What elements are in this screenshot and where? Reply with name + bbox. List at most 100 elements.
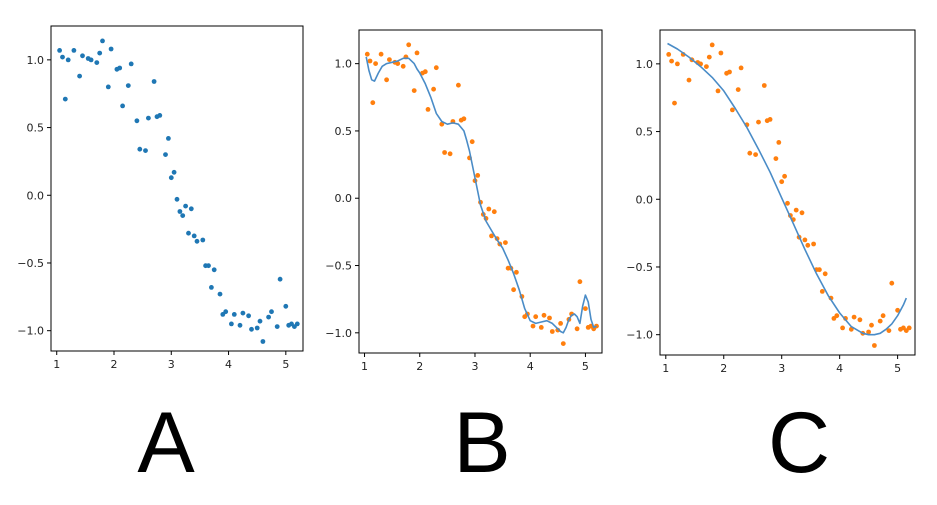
data-point	[246, 313, 252, 319]
data-point	[406, 42, 412, 48]
data-point	[461, 116, 467, 122]
data-point	[174, 196, 180, 202]
data-point	[120, 103, 125, 109]
data-point	[57, 48, 62, 53]
data-point	[456, 82, 461, 88]
x-tick-label: 3	[471, 360, 478, 373]
data-point	[257, 318, 263, 324]
data-point	[274, 324, 280, 329]
data-point	[560, 341, 566, 346]
data-point	[489, 233, 494, 239]
data-point	[60, 54, 65, 60]
data-point	[364, 51, 370, 57]
data-point	[753, 152, 758, 158]
data-point	[62, 96, 68, 102]
y-tick-label: 0.5	[27, 122, 45, 135]
data-point	[105, 84, 111, 90]
data-point	[547, 315, 552, 321]
data-point	[370, 100, 376, 106]
data-point	[373, 61, 378, 66]
y-tick-label: 0.0	[636, 193, 654, 206]
fit-line	[667, 42, 908, 336]
data-point	[491, 209, 497, 215]
data-point	[294, 321, 300, 327]
data-point	[895, 307, 900, 313]
data-point	[177, 209, 183, 214]
x-tick-label: 2	[720, 362, 727, 375]
data-point	[80, 53, 85, 59]
data-point	[88, 57, 94, 63]
data-point	[533, 314, 539, 320]
data-point	[188, 206, 194, 212]
data-point	[97, 50, 103, 56]
data-point	[727, 69, 732, 75]
data-point	[143, 148, 148, 154]
data-point	[163, 152, 168, 158]
data-point	[400, 63, 406, 69]
data-point	[761, 83, 767, 88]
data-point	[802, 237, 808, 243]
data-point	[782, 173, 787, 179]
data-point	[857, 317, 863, 323]
data-point	[666, 52, 672, 57]
data-point	[217, 291, 223, 297]
data-point	[747, 150, 753, 156]
y-tick-label: 0.5	[636, 126, 654, 139]
panel-label-a: A	[137, 395, 195, 491]
data-point	[125, 83, 131, 88]
data-point	[211, 267, 217, 273]
data-point	[191, 233, 197, 239]
data-point	[229, 321, 234, 327]
y-tick-label: 0.0	[27, 189, 45, 202]
data-point	[834, 313, 840, 319]
y-tick-label: 1.0	[27, 54, 45, 67]
data-point	[378, 51, 384, 57]
chart-panel-c: 1 2 3 4 5 −1.0 −0.5 0.0 0.5 1.0	[626, 29, 916, 375]
data-point	[240, 310, 246, 316]
data-point	[886, 328, 892, 333]
y-tick-label: 1.0	[636, 58, 654, 71]
data-point	[395, 61, 401, 66]
x-tick-label: 5	[282, 358, 289, 371]
data-point	[811, 241, 816, 247]
data-point	[785, 200, 790, 206]
x-tick-label: 3	[778, 362, 785, 375]
data-point	[906, 325, 912, 331]
data-point	[706, 54, 712, 60]
data-point	[486, 206, 492, 212]
data-point	[738, 65, 744, 71]
x-tick-label: 2	[111, 358, 118, 371]
data-point	[206, 263, 211, 269]
data-point	[231, 312, 237, 317]
chart-panel-a: 1 2 3 4 5 −1.0 −0.5 0.0 0.5 1.0	[17, 25, 304, 371]
data-point	[869, 322, 874, 328]
data-point	[817, 267, 822, 273]
axes-frame	[659, 29, 916, 356]
data-point	[541, 312, 547, 318]
x-tick-label: 1	[662, 362, 669, 375]
chart-panel-b: 1 2 3 4 5 −1.0 −0.5 0.0 0.5 1.0	[325, 29, 603, 373]
data-point	[166, 136, 171, 141]
data-point	[269, 309, 274, 315]
data-point	[277, 276, 283, 282]
data-point	[387, 57, 392, 62]
data-point	[439, 121, 445, 127]
data-point	[704, 64, 709, 69]
data-point	[511, 287, 516, 293]
data-point	[718, 50, 724, 56]
data-point	[254, 325, 260, 331]
data-point	[367, 58, 373, 64]
data-point	[776, 140, 782, 145]
y-tick-label: −0.5	[17, 257, 44, 270]
data-point	[183, 203, 189, 209]
data-point	[100, 38, 105, 44]
data-point	[530, 323, 536, 329]
data-point	[583, 306, 588, 311]
data-point	[799, 210, 805, 216]
data-point	[266, 314, 271, 320]
data-point	[872, 343, 877, 348]
data-point	[433, 65, 439, 71]
data-point	[171, 169, 177, 175]
x-tick-label: 4	[836, 362, 843, 375]
data-point	[425, 107, 431, 112]
